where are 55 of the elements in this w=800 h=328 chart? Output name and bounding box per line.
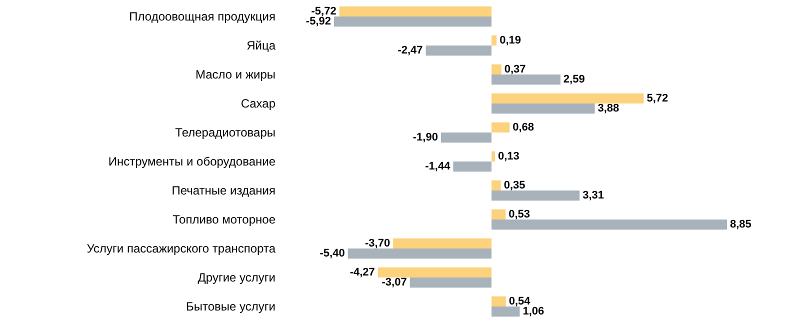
data-label: 5,72 [646, 92, 668, 104]
bar [339, 6, 492, 16]
data-label: 0,54 [508, 295, 532, 308]
y-tick-label: Телерадиотовары [175, 126, 276, 140]
data-label: -1,44 [425, 160, 452, 173]
data-label: -3,07 [382, 276, 407, 289]
bar [348, 248, 492, 259]
data-label: 0,13 [498, 150, 520, 162]
bar [492, 190, 580, 201]
bar [334, 16, 492, 27]
data-label: 1,06 [522, 306, 544, 318]
bar [492, 35, 497, 46]
bar [393, 238, 492, 248]
y-tick-label: Топливо моторное [172, 212, 276, 226]
bar [440, 132, 492, 143]
data-label: 0,53 [508, 208, 530, 220]
y-tick-label: Инструменты и оборудование [108, 154, 276, 168]
data-label: -4,27 [350, 266, 375, 278]
data-label: -5,72 [311, 5, 336, 18]
data-label: 2,59 [563, 74, 585, 86]
bar [410, 278, 492, 288]
data-label: 3,88 [598, 102, 620, 115]
data-label: -1,90 [412, 132, 438, 144]
y-tick-label: Услуги пассажирского транспорта [86, 242, 276, 256]
y-tick-label: Бытовые услуги [186, 300, 276, 314]
bar [378, 267, 492, 278]
data-label: -5,40 [320, 248, 345, 260]
y-tick-label: Плодоовощная продукция [129, 10, 276, 24]
data-label: 0,35 [504, 179, 526, 192]
bar [492, 209, 506, 220]
data-label: 0,37 [504, 63, 526, 76]
bar [492, 151, 495, 162]
bar [492, 74, 560, 85]
bar [492, 104, 595, 114]
bar [426, 46, 492, 56]
data-label: 0,19 [500, 34, 521, 46]
data-label: 8,85 [730, 218, 752, 231]
y-tick-label: Сахар [240, 96, 276, 110]
y-tick-label: Яйца [246, 38, 276, 52]
data-label: -2,47 [398, 44, 423, 57]
bar [492, 64, 502, 74]
y-tick-label: Печатные издания [172, 184, 276, 198]
data-label: -3,70 [364, 237, 390, 250]
data-label: 3,31 [582, 190, 604, 202]
data-label: 0,68 [512, 121, 534, 134]
y-tick-label: Другие услуги [198, 270, 276, 284]
bar [453, 162, 492, 172]
bar [492, 220, 727, 230]
bar [492, 306, 520, 317]
bar [492, 93, 644, 104]
bar [492, 296, 506, 306]
bar [492, 180, 501, 190]
data-label: -5,92 [306, 16, 331, 28]
bar [492, 122, 510, 132]
y-tick-label: Масло и жиры [195, 68, 276, 82]
